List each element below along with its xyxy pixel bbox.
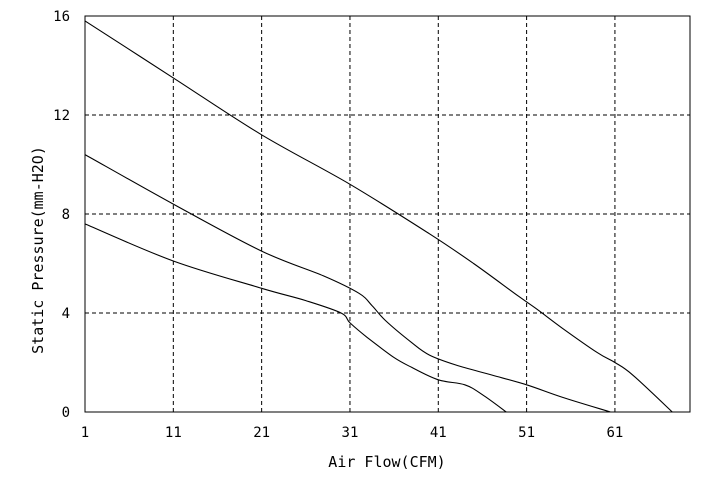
x-tick-label: 31 — [342, 425, 359, 441]
x-tick-label: 21 — [253, 425, 270, 441]
x-tick-label: 1 — [81, 425, 89, 441]
x-axis-label: Air Flow(CFM) — [328, 453, 445, 471]
y-tick-label: 16 — [53, 9, 70, 25]
series-line-1 — [84, 20, 673, 413]
x-tick-label: 41 — [430, 425, 447, 441]
x-tick-label: 11 — [165, 425, 182, 441]
y-tick-labels: 0 4 8 12 16 — [53, 9, 70, 421]
x-tick-labels: 1 11 21 31 41 51 61 — [81, 425, 624, 441]
y-tick-label: 12 — [53, 108, 70, 124]
y-axis-label: Static Pressure(mm-H2O) — [29, 146, 47, 354]
x-tick-label: 61 — [606, 425, 623, 441]
series-line-3 — [84, 223, 507, 413]
y-tick-label: 8 — [62, 207, 70, 223]
y-tick-label: 4 — [62, 306, 70, 322]
plot-frame — [84, 15, 691, 413]
x-tick-label: 51 — [518, 425, 535, 441]
series-line-2 — [84, 154, 611, 413]
y-tick-label: 0 — [62, 405, 70, 421]
grid — [85, 16, 690, 412]
series-group — [84, 20, 673, 413]
